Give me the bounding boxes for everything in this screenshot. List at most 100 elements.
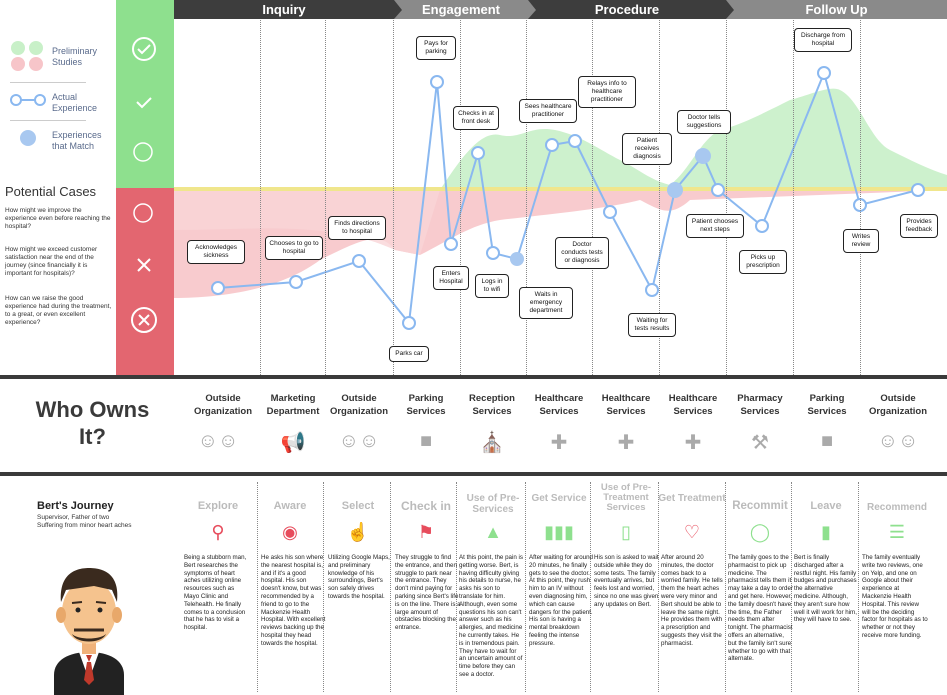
stage-label: Use of Pre-Services [466, 493, 520, 515]
column-separator [860, 20, 861, 375]
stage-label: Explore [197, 500, 239, 512]
point-relays-info [568, 134, 582, 148]
check-icon [136, 97, 152, 109]
point-provides-feedback [911, 183, 925, 197]
column-separator [460, 20, 461, 375]
phase-follow-up: Follow Up [726, 0, 947, 19]
experience-points [211, 66, 925, 330]
callout-relays-info: Relays info to healthcare practitioner [578, 76, 636, 108]
stage-description: Bert is finally discharged after a restf… [794, 554, 857, 624]
callout-acknowledges-sickness: Acknowledges sickness [187, 240, 245, 264]
stage-label: Select [341, 500, 375, 512]
point-enters-hospital [444, 237, 458, 251]
callout-waiting-results: Waiting for tests results [628, 313, 676, 337]
point-parks-car [402, 316, 416, 330]
journey-subtitle: Supervisor, Father of two Suffering from… [37, 514, 132, 529]
section-divider [0, 375, 947, 379]
point-picks-prescription [755, 219, 769, 233]
point-patient-chooses [711, 183, 725, 197]
owner-label: Outside Organization [329, 393, 389, 417]
callout-discharge: Discharge from hospital [794, 28, 852, 52]
heart-icon: ♡ [683, 522, 701, 542]
column-separator [393, 20, 394, 375]
phone-icon: ▯ [621, 522, 631, 542]
callout-logs-wifi: Logs in to wifi [475, 274, 509, 298]
journey-title: Bert's Journey [37, 500, 114, 512]
callout-chooses-hospital: Chooses to go to hospital [265, 236, 323, 260]
legend-divider [10, 82, 86, 83]
group-icon: ☺☺ [877, 430, 919, 452]
stage-description: His son is asked to wait outside while t… [594, 554, 659, 608]
owner-label: Parking Services [406, 393, 446, 417]
stage-label: Leave [810, 500, 842, 512]
positive-band [116, 0, 174, 188]
list-icon: ☰ [888, 522, 906, 542]
x-circle-icon [131, 307, 157, 333]
column-separator [726, 20, 727, 375]
callout-receives-diagnosis: Patient receives diagnosis [622, 133, 672, 165]
column-separator [525, 482, 526, 692]
preliminary-positive-area [440, 88, 947, 190]
stage-description: At this point, the pain is getting worse… [459, 554, 523, 678]
stage-label: Use of Pre-Treatment Services [600, 482, 652, 513]
negative-band [116, 188, 174, 375]
point-waiting-results [645, 283, 659, 297]
potential-cases-title: Potential Cases [5, 184, 97, 199]
circle-icon [133, 203, 153, 223]
location-check-icon: ⚑ [417, 522, 435, 542]
pharmacy-icon: ⚒ [751, 432, 769, 454]
stage-label: Get Treatment [658, 493, 726, 504]
point-doctor-tests [603, 205, 617, 219]
column-separator [590, 482, 591, 692]
phase-engagement: Engagement [394, 0, 528, 19]
match-point-receives-diagnosis [667, 182, 683, 198]
callout-enters-hospital: Enters Hospital [433, 266, 469, 290]
column-separator [390, 482, 391, 692]
owner-label: Outside Organization [868, 393, 928, 417]
phase-procedure: Procedure [528, 0, 726, 19]
point-finds-directions [352, 254, 366, 268]
column-separator [858, 482, 859, 692]
match-point-doctor-suggestions [695, 148, 711, 164]
point-sees-practitioner [545, 138, 559, 152]
column-separator [260, 20, 261, 375]
callout-parks-car: Parks car [389, 346, 429, 362]
car-icon: ■ [820, 430, 834, 452]
owner-label: Healthcare Services [534, 393, 584, 417]
callout-sees-practitioner: Sees healthcare practitioner [519, 99, 577, 123]
column-separator [325, 20, 326, 375]
medical-cross-icon: ✚ [550, 432, 568, 454]
owner-label: Parking Services [807, 393, 847, 417]
who-owns-title: Who Owns It? [35, 397, 150, 449]
column-separator [725, 482, 726, 692]
phase-arrow [528, 0, 536, 19]
point-checks-in [471, 146, 485, 160]
avatar [54, 568, 124, 695]
column-separator [323, 482, 324, 692]
actual-experience-swatch [10, 94, 46, 106]
matching-points [510, 148, 711, 266]
column-separator [592, 20, 593, 375]
megaphone-icon: 📢 [280, 432, 306, 454]
actual-experience-line [217, 69, 919, 326]
case-question: How can we raise the good experience had… [5, 295, 112, 326]
car-icon: ■ [419, 430, 433, 452]
callout-patient-chooses: Patient chooses next steps [686, 214, 744, 238]
x-icon [137, 258, 151, 272]
point-pays-parking [430, 75, 444, 89]
bell-icon: ▲ [484, 522, 502, 542]
match-swatch [20, 130, 36, 146]
stage-description: After waiting for around 20 minutes, he … [529, 554, 593, 647]
owner-label: Pharmacy Services [737, 393, 783, 417]
phase-arrow [726, 0, 734, 19]
stage-description: Being a stubborn man, Bert researches th… [184, 554, 247, 632]
owner-label: Reception Services [469, 393, 515, 417]
column-separator [793, 20, 794, 375]
magnifier-icon: ⚲ [211, 522, 225, 542]
callout-checks-in: Checks in at front desk [453, 106, 499, 130]
group-icon: ☺☺ [338, 430, 380, 452]
legend-actual: Actual Experience [52, 92, 98, 113]
match-point-waits-emergency [510, 252, 524, 266]
stage-description: They struggle to find the entrance, and … [395, 554, 461, 632]
stage-label: Aware [273, 500, 307, 512]
